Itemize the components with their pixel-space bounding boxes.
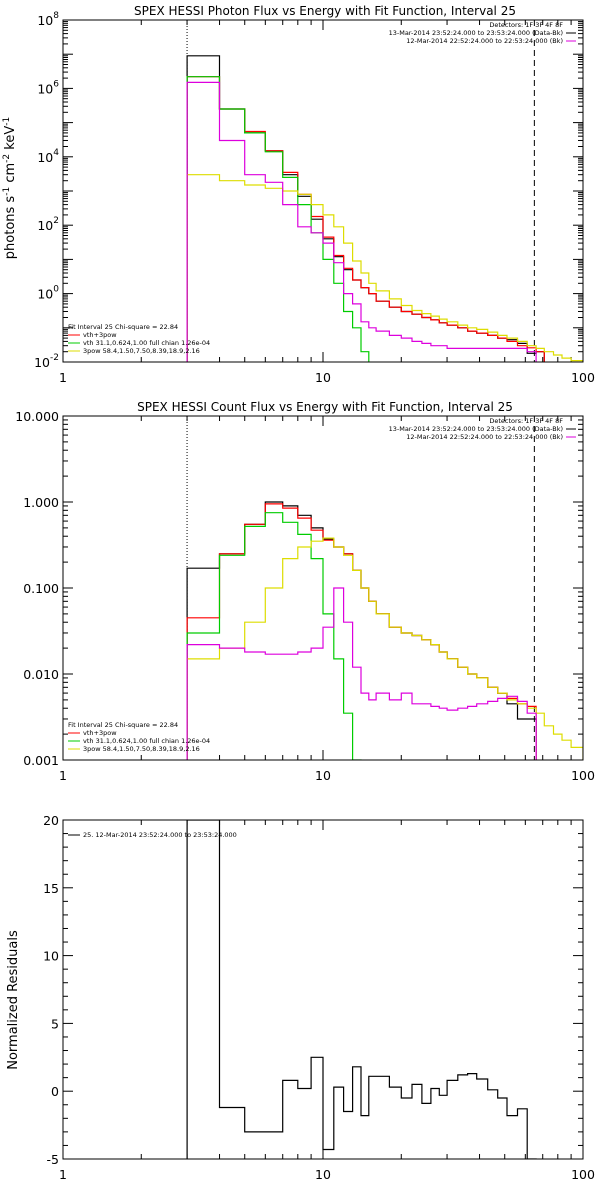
plot-frame (62, 19, 584, 363)
y-tick-label: 0.100 (23, 581, 59, 596)
y-tick-label: 5 (51, 1016, 59, 1031)
legend-text: vth 31.1,0.624,1.00 full chian 1.26e-04 (83, 737, 210, 745)
y-tick-label: 10.000 (15, 409, 59, 424)
legend-text: vth+3pow (83, 729, 117, 737)
series-group (186, 55, 583, 362)
y-tick-label: 100 (37, 285, 59, 302)
legend-text: Fit Interval 25 Chi-square = 22.84 (68, 721, 178, 729)
header-text: 13-Mar-2014 23:52:24.000 to 23:53:24.000… (389, 29, 563, 37)
chart-title: SPEX HESSI Count Flux vs Energy with Fit… (137, 400, 513, 414)
y-tick-label: 102 (37, 216, 59, 233)
y-tick-label: 1.000 (23, 495, 59, 510)
legend-text: 3pow 58.4,1.50,7.50,8.39,18.9,2.16 (83, 745, 200, 753)
series-bk (186, 587, 537, 760)
y-tick-label: 15 (43, 881, 59, 896)
x-tick-label: 100 (571, 768, 595, 783)
header-text: Detectors: 1F 3F 4F 8F (489, 417, 563, 425)
plot-frame (62, 415, 584, 761)
y-axis-label: photons s-1 cm-2 keV-1 (2, 117, 18, 259)
legend-text: 25. 12-Mar-2014 23:52:24.000 to 23:53:24… (83, 831, 237, 839)
y-tick-label: 0.001 (23, 753, 59, 768)
x-tick-label: 1 (59, 1167, 67, 1182)
plot-frame (62, 819, 584, 1160)
photon-flux-panel: SPEX HESSI Photon Flux vs Energy with Fi… (2, 4, 595, 385)
y-tick-label: 10-2 (34, 353, 59, 370)
legend-text: vth 31.1,0.624,1.00 full chian 1.26e-04 (83, 339, 210, 347)
x-tick-label: 100 (571, 370, 595, 385)
series-3pow (186, 537, 583, 760)
x-tick-label: 1 (59, 370, 67, 385)
legend-text: Fit Interval 25 Chi-square = 22.84 (68, 323, 178, 331)
y-axis-label: Normalized Residuals (6, 930, 21, 1070)
y-tick-label: -5 (47, 1152, 59, 1167)
series-data (186, 501, 537, 760)
series-bk (186, 81, 537, 362)
series-residuals (186, 820, 537, 1159)
series-3pow (186, 174, 583, 362)
x-tick-label: 100 (571, 1167, 595, 1182)
header-text: 13-Mar-2014 23:52:24.000 to 23:53:24.000… (389, 425, 563, 433)
y-tick-label: 106 (37, 79, 59, 96)
series-group (186, 820, 537, 1159)
count-flux-panel: SPEX HESSI Count Flux vs Energy with Fit… (15, 400, 595, 783)
y-tick-label: 0.010 (23, 667, 59, 682)
y-tick-label: 10 (43, 949, 59, 964)
header-text: 12-Mar-2014 22:52:24.000 to 22:53:24.000… (406, 37, 563, 45)
legend-text: vth+3pow (83, 331, 117, 339)
legend-text: 3pow 58.4,1.50,7.50,8.39,18.9,2.16 (83, 347, 200, 355)
chart-title: SPEX HESSI Photon Flux vs Energy with Fi… (134, 4, 516, 18)
header-text: 12-Mar-2014 22:52:24.000 to 22:53:24.000… (406, 433, 563, 441)
x-tick-label: 10 (315, 370, 331, 385)
residuals-panel: Normalized Residuals 1 10 100 -5 0 5 10 15 20 25.… (6, 813, 595, 1182)
y-tick-label: 108 (37, 11, 59, 28)
x-tick-label: 10 (315, 1167, 331, 1182)
x-tick-label: 10 (315, 768, 331, 783)
series-vth+3pow (186, 503, 537, 760)
y-tick-label: 104 (37, 148, 59, 165)
series-vth+3pow (186, 76, 545, 362)
x-tick-label: 1 (59, 768, 67, 783)
series-vth (186, 512, 362, 760)
y-tick-label: 20 (43, 813, 59, 828)
header-text: Detectors: 1F 3F 4F 8F (489, 21, 563, 29)
y-tick-label: 0 (51, 1084, 59, 1099)
series-group (186, 501, 583, 760)
